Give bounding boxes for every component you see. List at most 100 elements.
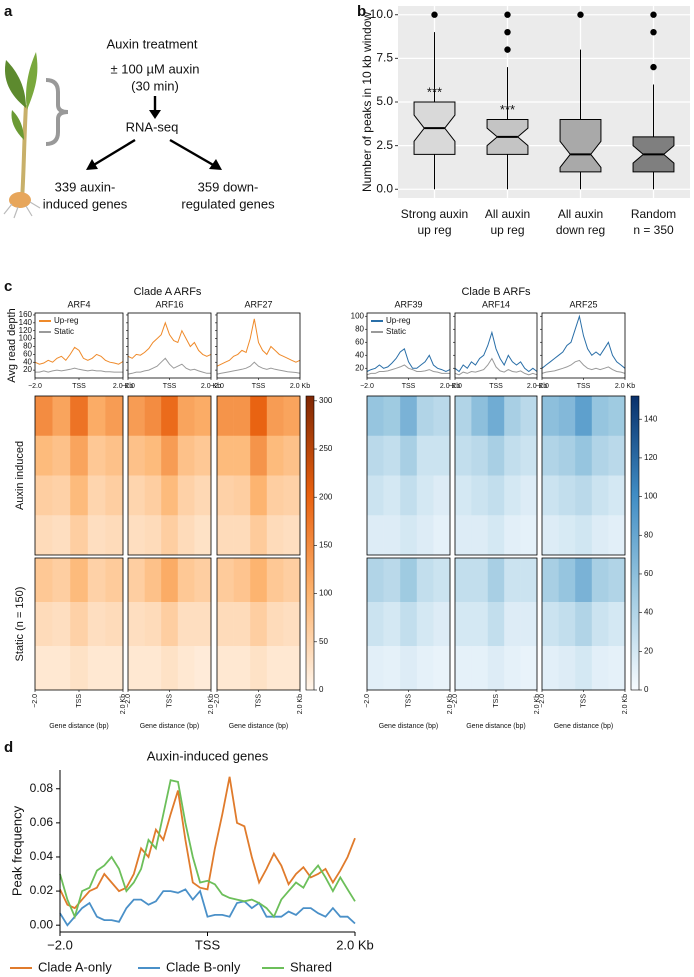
seedling <box>3 52 69 219</box>
heatmap-cell <box>266 435 284 476</box>
x-tick-label: 2.0 Kb <box>297 694 304 714</box>
heatmap-cell <box>608 646 626 691</box>
heatmap-cell <box>233 475 251 516</box>
heatmap-cell <box>70 558 89 603</box>
heatmap-cell <box>217 435 234 476</box>
heatmap-cell <box>105 435 124 476</box>
arrows <box>86 96 222 170</box>
panel-label: a <box>4 3 13 20</box>
colorbar-label: 140 <box>644 414 658 423</box>
x-tick-label: TSS <box>76 694 83 708</box>
outlier <box>504 11 511 18</box>
heatmap-cell <box>283 515 301 556</box>
heatmap-cell <box>400 475 418 516</box>
heatmap-cell <box>608 435 626 476</box>
y-tick-label: 7.5 <box>376 51 393 65</box>
heatmap-cell <box>367 602 384 647</box>
heatmap-cell <box>266 558 284 603</box>
x-tick-label: Strong auxin <box>401 207 468 221</box>
x-tick-label: 2.0 Kb <box>113 383 133 390</box>
x-tick-label: up reg <box>417 223 451 237</box>
x-tick-label: TSS <box>493 694 500 708</box>
y-tick-label: 120 <box>19 326 33 335</box>
heatmap-cell <box>283 646 301 691</box>
heatmap-cell <box>367 515 384 556</box>
heatmap-cell <box>471 396 489 437</box>
heatmap-cell <box>383 646 401 691</box>
outlier <box>431 11 438 18</box>
heatmap-cell <box>250 435 268 476</box>
panel-title: ARF14 <box>482 299 510 309</box>
heatmap-cell <box>383 435 401 476</box>
colorbar-label: 0 <box>644 685 649 694</box>
x-axis-label: Gene distance (bp) <box>140 723 200 730</box>
heatmap-cell <box>194 602 212 647</box>
heatmap-cell <box>487 475 505 516</box>
heatmap-cell <box>487 515 505 556</box>
outlier <box>577 11 584 18</box>
x-tick-label: TSS <box>405 694 412 708</box>
heatmap-frame <box>34 557 124 691</box>
profile-line <box>127 321 212 359</box>
heatmap-cell <box>87 646 106 691</box>
heatmap-cell <box>591 558 609 603</box>
x-tick-label: up reg <box>490 223 524 237</box>
x-tick-label: 2.0 Kb <box>534 694 541 714</box>
heatmap-cell <box>194 515 212 556</box>
heatmap-cell <box>487 396 505 437</box>
heatmap-cell <box>455 602 472 647</box>
heatmap-cell <box>233 602 251 647</box>
y-axis-label: Avg read depth <box>6 308 18 382</box>
panel-frame <box>216 312 301 379</box>
profile-line <box>541 314 626 369</box>
x-tick-label: 2.0 Kb <box>120 694 127 714</box>
x-tick-label: −2.0 <box>121 383 135 390</box>
heatmap-cell <box>250 558 268 603</box>
heatmap-cell <box>504 602 521 647</box>
heatmap-cell <box>520 646 538 691</box>
x-axis-label: Gene distance (bp) <box>466 723 526 730</box>
heatmap-cell <box>283 475 301 516</box>
heatmap-cell <box>504 435 521 476</box>
y-tick-label: 10.0 <box>370 7 394 21</box>
heatmap-cell <box>416 646 434 691</box>
heatmap-frame <box>541 557 626 691</box>
heatmap-cell <box>87 515 106 556</box>
heatmap-cell <box>542 396 559 437</box>
outcome: regulated genes <box>181 196 275 211</box>
profile-line <box>454 357 538 376</box>
heatmap-cell <box>161 396 179 437</box>
heatmap-cell <box>383 515 401 556</box>
heatmap-cell <box>416 558 434 603</box>
heatmap-cell <box>416 602 434 647</box>
heatmap-cell <box>400 435 418 476</box>
heatmap-cell <box>400 396 418 437</box>
heatmap-cell <box>455 475 472 516</box>
heatmap-cell <box>105 396 124 437</box>
heatmap-cell <box>520 602 538 647</box>
x-tick-label: 2.0 Kb <box>527 383 547 390</box>
heatmap-frame <box>34 395 124 556</box>
heatmap-cell <box>471 435 489 476</box>
y-tick-label: 160 <box>19 310 33 319</box>
x-tick-label: −2.0 <box>364 694 371 708</box>
profile-line <box>366 364 450 376</box>
colorbar <box>630 395 640 691</box>
heatmap-cell <box>416 435 434 476</box>
heatmap-cell <box>455 515 472 556</box>
heatmap-cell <box>558 475 576 516</box>
heatmap-cell <box>177 515 195 556</box>
colorbar-label: 100 <box>319 589 333 598</box>
x-tick-label: −2.0 <box>125 694 132 708</box>
legend-label: Clade A-only <box>38 959 112 974</box>
heatmap-cell <box>591 435 609 476</box>
heatmap-cell <box>575 515 593 556</box>
heatmap-cell <box>608 515 626 556</box>
heatmap-cell <box>161 475 179 516</box>
profile-line <box>454 330 538 373</box>
heatmap-cell <box>542 602 559 647</box>
legend-label: Clade B-only <box>166 959 241 974</box>
heatmap-cell <box>217 558 234 603</box>
y-axis-label: Number of peaks in 10 kb window <box>360 12 374 192</box>
